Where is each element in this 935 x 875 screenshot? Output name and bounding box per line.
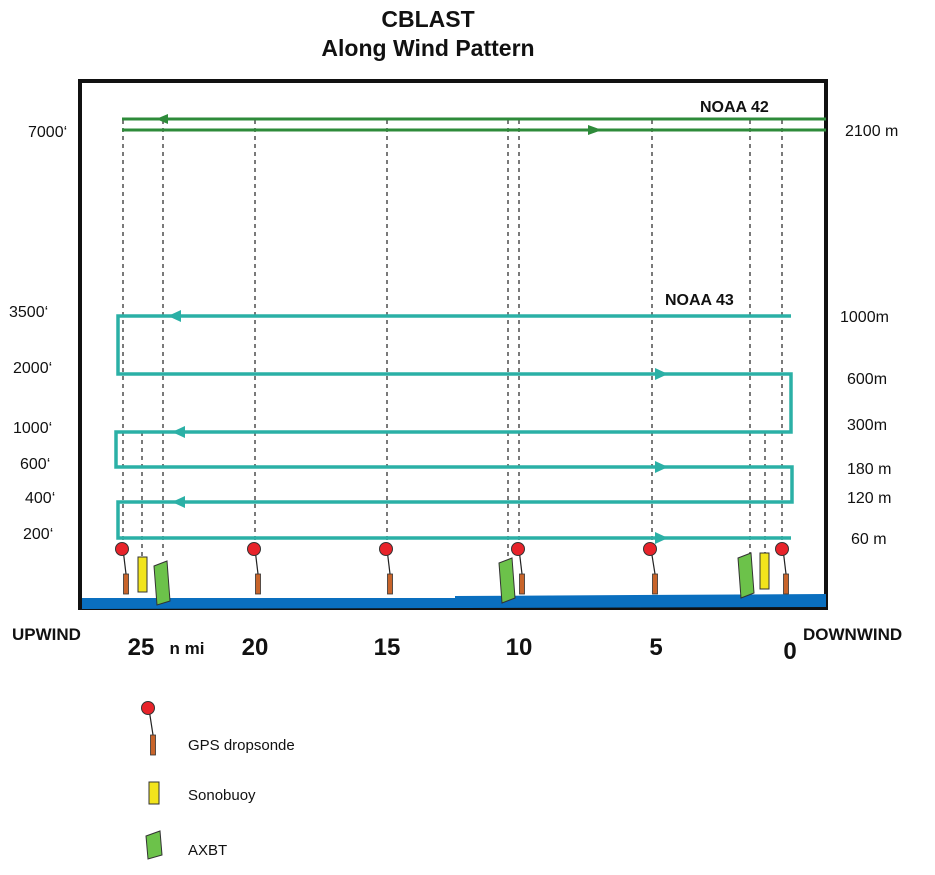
legend-item-sonobuoy: Sonobuoy (148, 781, 256, 805)
altitude-feet-label: 400‘ (25, 490, 55, 507)
altitude-meter-label: 600m (847, 371, 887, 388)
sonobuoy-icon (759, 552, 770, 590)
distance-ticks: 25 n mi 20 15 10 5 0 (128, 634, 797, 665)
diagram-title-line1: CBLAST (381, 6, 474, 32)
downwind-arrow-icon (655, 368, 668, 380)
altitude-feet-labels: 7000‘ 3500‘ 2000‘ 1000‘ 600‘ 400‘ 200‘ (9, 124, 67, 543)
noaa42-track (122, 114, 826, 135)
sonobuoys (137, 552, 770, 593)
sonobuoy-icon (148, 781, 160, 805)
upwind-arrow-icon (156, 114, 168, 124)
downwind-label: DOWNWIND (803, 625, 902, 644)
dropsonde-icon (115, 542, 129, 595)
altitude-meter-label: 2100 m (845, 123, 898, 140)
distance-unit-label: n mi (170, 639, 205, 658)
legend-item-axbt: AXBT (145, 830, 227, 860)
upwind-arrow-icon (172, 426, 185, 438)
altitude-feet-label: 200‘ (23, 526, 53, 543)
altitude-meter-label: 180 m (847, 461, 891, 478)
distance-tick-label: 25 (128, 634, 155, 661)
ocean-surface (82, 594, 826, 609)
axbt-icon (145, 830, 163, 860)
altitude-feet-label: 3500‘ (9, 304, 48, 321)
dropsonde-icon (247, 542, 261, 595)
sonobuoy-icon (137, 556, 148, 593)
dropsonde-icon (775, 542, 789, 595)
dropsonde-icon (141, 701, 156, 756)
altitude-meter-label: 300m (847, 417, 887, 434)
legend-label: AXBT (188, 842, 227, 859)
diagram-frame (78, 79, 828, 610)
downwind-arrow-icon (655, 532, 668, 544)
legend: GPS dropsonde Sonobuoy AXBT (141, 701, 295, 860)
distance-tick-label: 10 (506, 634, 533, 661)
altitude-meter-label: 120 m (847, 490, 891, 507)
drop-lines (122, 120, 783, 560)
altitude-feet-label: 2000‘ (13, 360, 52, 377)
dropsonde-icon (643, 542, 658, 595)
upwind-arrow-icon (168, 310, 181, 322)
axbt-icon (498, 557, 516, 604)
axbt-icon (737, 552, 755, 599)
upwind-arrow-icon (172, 496, 185, 508)
altitude-feet-label: 600‘ (20, 456, 50, 473)
legend-item-dropsonde: GPS dropsonde (141, 701, 295, 756)
noaa43-track (114, 314, 794, 540)
dropsonde-icon (511, 542, 525, 595)
noaa43-label: NOAA 43 (665, 292, 734, 309)
noaa43-arrows (168, 310, 668, 544)
distance-tick-label: 15 (374, 634, 401, 661)
legend-label: Sonobuoy (188, 787, 256, 804)
altitude-meter-labels: 2100 m 1000m 600m 300m 180 m 120 m 60 m (840, 123, 898, 548)
altitude-meter-label: 1000m (840, 309, 889, 326)
noaa42-label: NOAA 42 (700, 99, 769, 116)
upwind-label: UPWIND (12, 625, 81, 644)
dropsondes (115, 542, 789, 595)
altitude-feet-label: 1000‘ (13, 420, 52, 437)
distance-tick-label: 5 (649, 634, 662, 661)
axbts (153, 552, 755, 606)
distance-tick-label: 0 (783, 638, 796, 665)
dropsonde-icon (379, 542, 393, 595)
axbt-icon (153, 560, 171, 606)
distance-tick-label: 20 (242, 634, 269, 661)
downwind-arrow-icon (655, 461, 668, 473)
altitude-feet-label: 7000‘ (28, 124, 67, 141)
diagram-title-line2: Along Wind Pattern (321, 35, 534, 61)
downwind-arrow-icon (588, 125, 602, 135)
altitude-meter-label: 60 m (851, 531, 887, 548)
legend-label: GPS dropsonde (188, 737, 295, 754)
